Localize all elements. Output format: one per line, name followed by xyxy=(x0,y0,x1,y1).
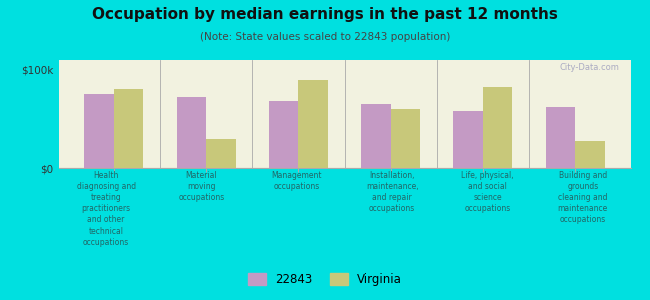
Bar xyxy=(114,89,144,168)
Bar xyxy=(269,101,298,168)
Text: Life, physical,
and social
science
occupations: Life, physical, and social science occup… xyxy=(462,171,514,213)
Bar xyxy=(206,139,236,168)
Text: Material
moving
occupations: Material moving occupations xyxy=(178,171,225,202)
Text: Installation,
maintenance,
and repair
occupations: Installation, maintenance, and repair oc… xyxy=(366,171,419,213)
Bar xyxy=(453,111,483,168)
Bar xyxy=(575,140,604,168)
Text: Health
diagnosing and
treating
practitioners
and other
technical
occupations: Health diagnosing and treating practitio… xyxy=(77,171,136,247)
Bar xyxy=(483,88,512,168)
Bar xyxy=(391,109,420,168)
Bar xyxy=(298,80,328,168)
Text: Occupation by median earnings in the past 12 months: Occupation by median earnings in the pas… xyxy=(92,8,558,22)
Text: Management
occupations: Management occupations xyxy=(272,171,322,191)
Bar xyxy=(84,94,114,168)
Legend: 22843, Virginia: 22843, Virginia xyxy=(243,268,407,291)
Bar xyxy=(361,104,391,168)
Bar xyxy=(177,97,206,168)
Text: (Note: State values scaled to 22843 population): (Note: State values scaled to 22843 popu… xyxy=(200,32,450,41)
Text: Building and
grounds
cleaning and
maintenance
occupations: Building and grounds cleaning and mainte… xyxy=(558,171,608,224)
Text: City-Data.com: City-Data.com xyxy=(559,63,619,72)
Bar xyxy=(545,107,575,168)
